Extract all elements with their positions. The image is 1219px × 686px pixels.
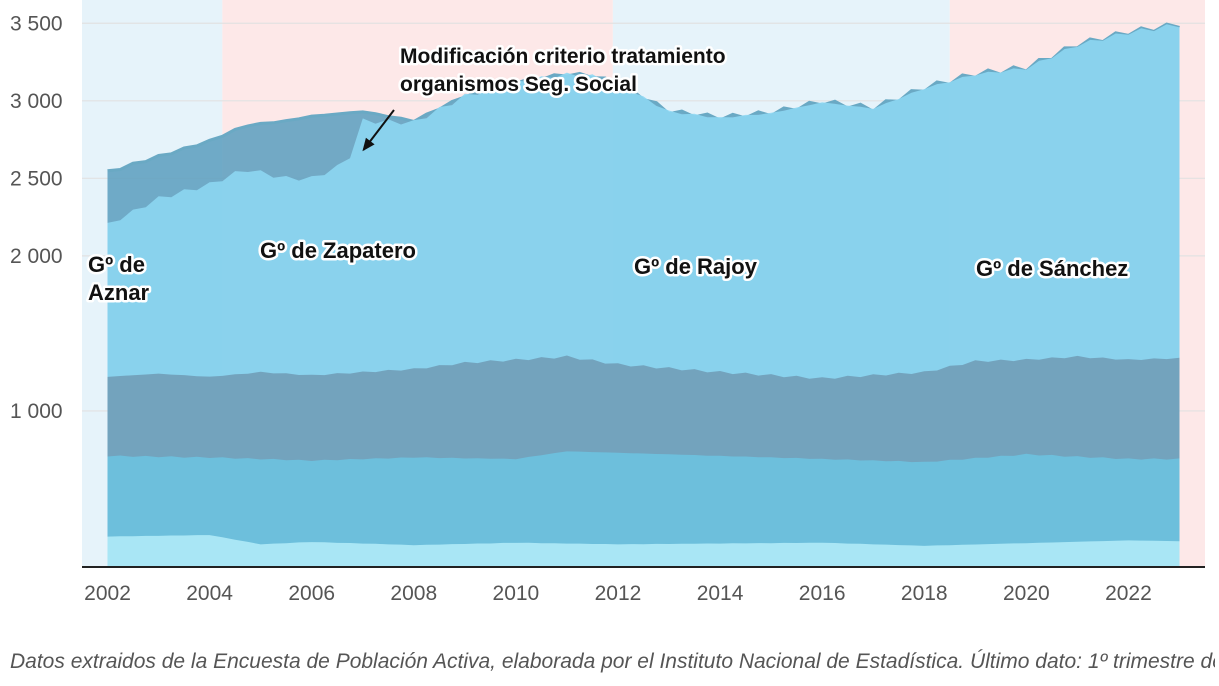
x-tick-label-10: 2022 [1105,582,1152,605]
footnote: Datos extraidos de la Encuesta de Poblac… [10,650,1215,673]
stacked-area-chart: 2002 2004 2006 2008 2010 2012 2014 2016 2018 2020… [10,0,1205,605]
y-tick-label-3: 3 000 [10,90,63,113]
government-label-1-line-0: Gº de Zapatero [260,238,416,263]
x-tick-label-8: 2018 [901,582,948,605]
area-series [107,22,1180,567]
x-axis: 2002 2004 2006 2008 2010 2012 2014 2016 2018 2020… [82,566,1205,605]
x-tick-label-9: 2020 [1003,582,1050,605]
government-label-2-line-0: Gº de Rajoy [634,254,758,279]
area-series-1 [107,451,1180,566]
x-tick-label-1: 2004 [186,582,233,605]
government-label-3-line-0: Gº de Sánchez [976,256,1128,281]
y-tick-label-2: 2 500 [10,167,63,190]
annotation-text-line-1: organismos Seg. Social [400,73,637,96]
y-axis: 1 000 2 000 2 500 3 000 3 500 [10,12,63,423]
government-labels: Gº de Aznar Gº de Zapatero Gº de Rajoy Gº de… [86,236,1131,308]
x-tick-label-2: 2006 [288,582,335,605]
y-tick-label-4: 3 500 [10,12,63,35]
x-tick-label-5: 2012 [595,582,642,605]
y-tick-label-1: 2 000 [10,245,63,268]
government-label-0-line-0: Gº de [88,252,145,277]
annotation-text-line-0: Modificación criterio tratamiento [400,45,726,68]
annotation: Modificación criterio tratamiento organis… [362,43,728,152]
x-tick-label-7: 2016 [799,582,846,605]
annotation-arrow-head [362,137,375,152]
x-tick-label-4: 2010 [493,582,540,605]
government-label-0-line-1: Aznar [88,280,150,305]
x-tick-label-3: 2008 [390,582,437,605]
x-tick-label-6: 2014 [697,582,744,605]
area-series-0 [107,535,1180,566]
y-tick-label-0: 1 000 [10,400,63,423]
x-tick-label-0: 2002 [84,582,131,605]
